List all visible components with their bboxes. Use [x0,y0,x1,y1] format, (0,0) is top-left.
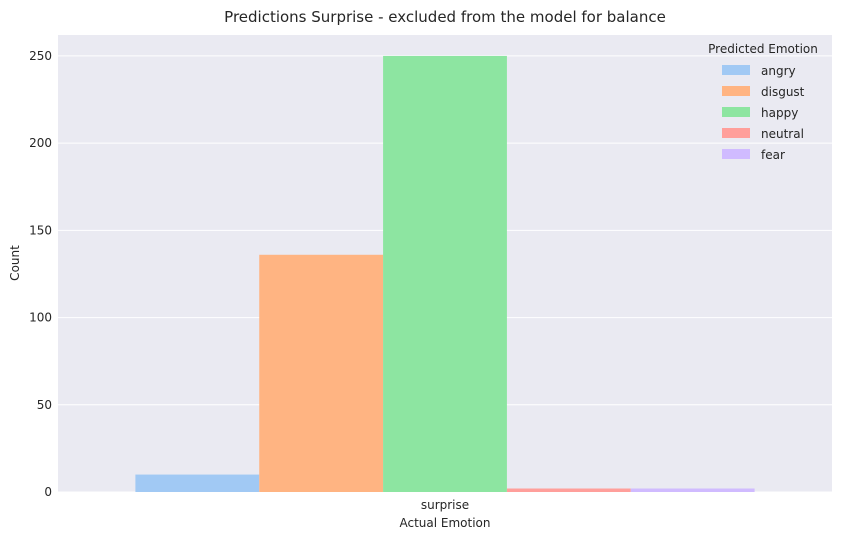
legend-swatch-disgust [722,86,750,96]
legend-label-neutral: neutral [761,127,804,141]
legend-swatch-neutral [722,128,750,138]
y-axis-label: Count [8,245,22,281]
legend-swatch-happy [722,107,750,117]
bar-angry [135,474,260,492]
y-axis-ticks: 0 50 100 150 200 250 [29,49,52,499]
legend-swatch-fear [722,149,750,159]
x-axis-label: Actual Emotion [399,516,490,530]
x-tick-label: surprise [421,498,469,512]
bar-neutral [506,488,631,492]
bar-fear [630,488,755,492]
y-tick-label: 100 [29,311,52,325]
legend-title: Predicted Emotion [708,42,818,56]
legend-swatch-angry [722,65,750,75]
bars [135,55,755,492]
legend: Predicted Emotion angry disgust happy neutr… [708,42,818,162]
y-tick-label: 50 [37,398,52,412]
x-axis-ticks: surprise [421,498,469,512]
bar-disgust [259,254,384,492]
legend-label-happy: happy [761,106,798,120]
y-tick-label: 200 [29,136,52,150]
legend-label-angry: angry [761,64,796,78]
legend-label-fear: fear [761,148,785,162]
chart-title: Predictions Surprise - excluded from the… [224,8,666,26]
y-tick-label: 250 [29,49,52,63]
bar-happy [383,55,507,492]
y-tick-label: 150 [29,223,52,237]
legend-label-disgust: disgust [761,85,805,99]
y-tick-label: 0 [44,485,52,499]
